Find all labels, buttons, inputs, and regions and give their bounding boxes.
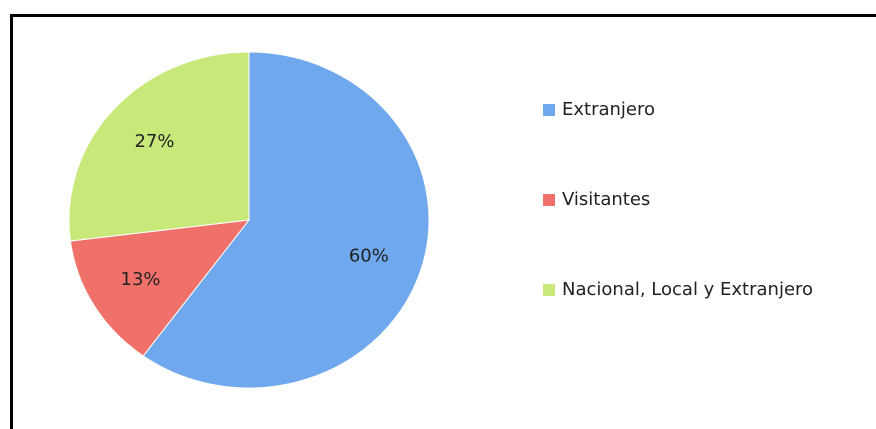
- legend-swatch: [543, 284, 555, 296]
- legend-label: Extranjero: [562, 99, 655, 120]
- data-label: 27%: [134, 131, 174, 152]
- pie-slice: [69, 219, 251, 357]
- data-label: 60%: [349, 245, 389, 266]
- legend-swatch: [543, 194, 555, 206]
- legend-swatch: [543, 104, 555, 116]
- legend-label: Nacional, Local y Extranjero: [562, 279, 813, 300]
- pie-slice: [142, 51, 430, 389]
- legend-label: Visitantes: [562, 189, 650, 210]
- data-label: 13%: [121, 269, 161, 290]
- pie-slice: [68, 51, 250, 242]
